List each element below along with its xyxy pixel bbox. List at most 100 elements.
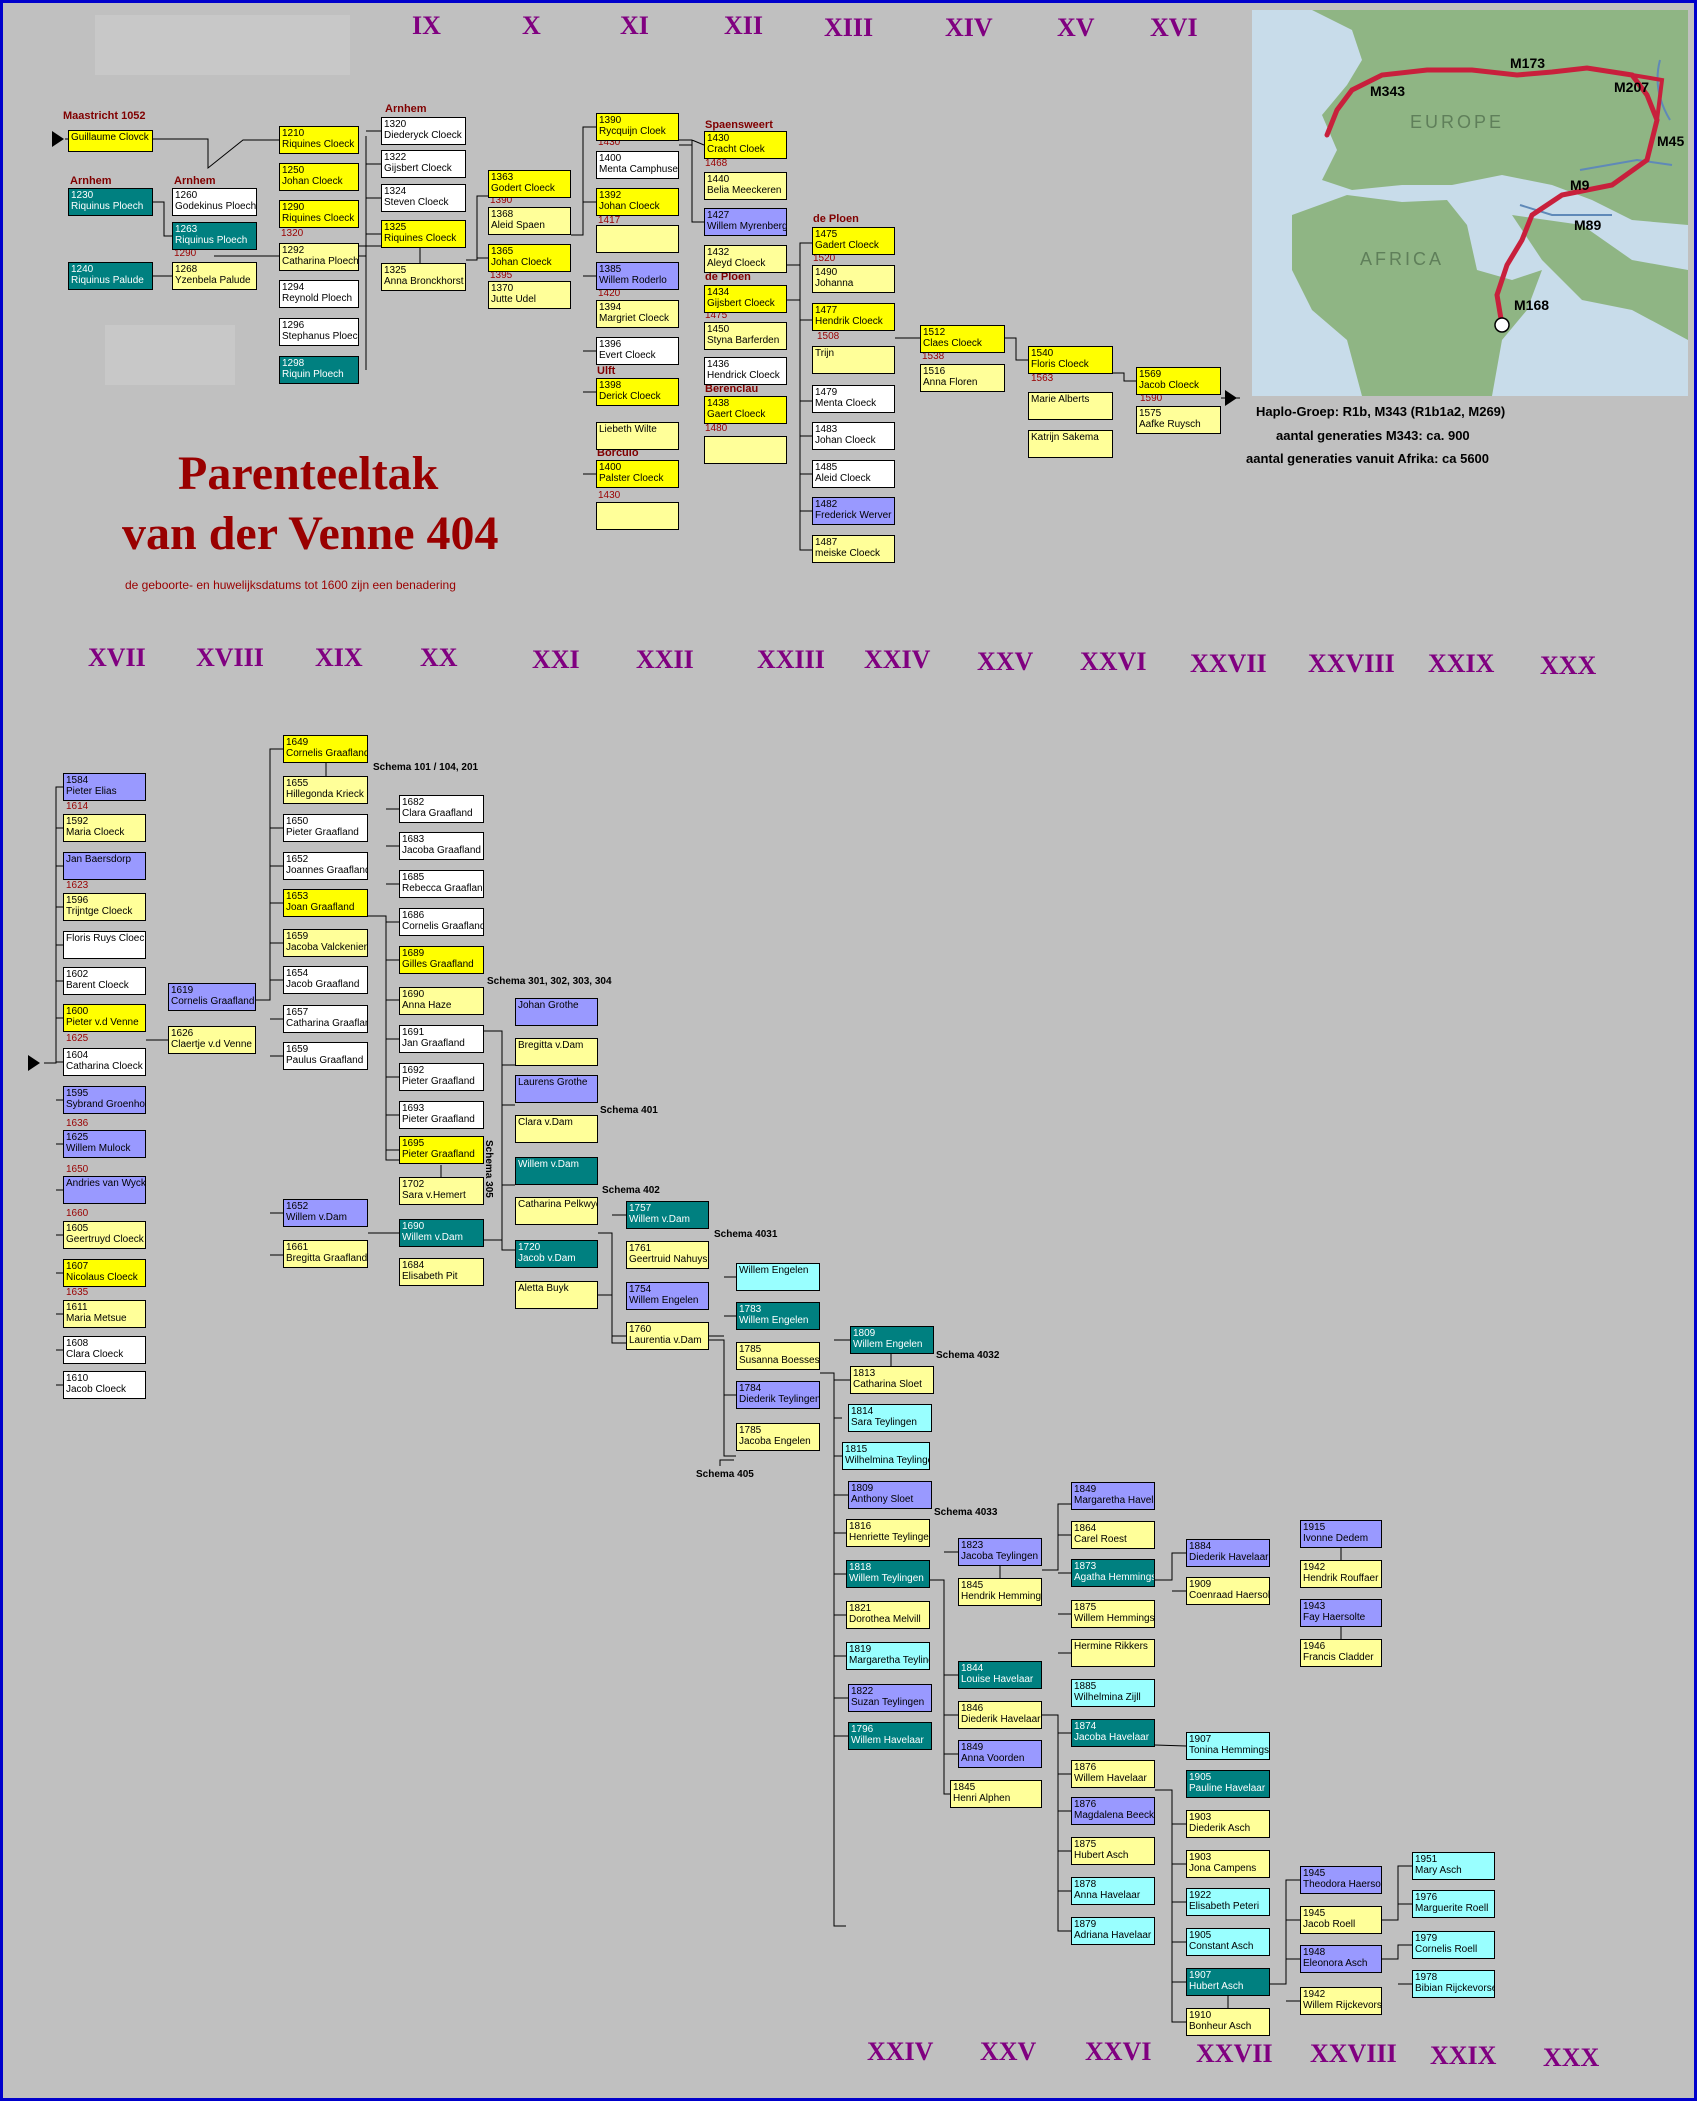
- person-box[interactable]: 1385 Willem Roderlo: [596, 262, 679, 290]
- person-box[interactable]: 1976 Marguerite Roell: [1412, 1890, 1495, 1918]
- person-box[interactable]: 1398 Derick Cloeck: [596, 378, 679, 406]
- person-box[interactable]: 1475 Gadert Cloeck: [812, 227, 895, 255]
- person-box[interactable]: 1427 Willem Myrenberg: [704, 208, 787, 236]
- person-box[interactable]: 1654 Jacob Graafland: [283, 966, 368, 994]
- person-box[interactable]: 1655 Hillegonda Krieck: [283, 776, 368, 804]
- person-box[interactable]: 1512 Claes Cloeck: [920, 325, 1005, 353]
- person-box[interactable]: 1394 Margriet Cloeck: [596, 300, 679, 328]
- person-box[interactable]: 1821 Dorothea Melvill: [846, 1601, 930, 1629]
- person-box[interactable]: 1686 Cornelis Graafland: [399, 908, 484, 936]
- person-box[interactable]: 1815 Wilhelmina Teylingen: [842, 1442, 930, 1470]
- person-box[interactable]: 1690 Willem v.Dam: [399, 1219, 484, 1247]
- person-box[interactable]: 1600 Pieter v.d Venne: [63, 1004, 146, 1032]
- person-box[interactable]: 1943 Fay Haersolte: [1300, 1599, 1382, 1627]
- person-box[interactable]: 1602 Barent Cloeck: [63, 967, 146, 995]
- person-box[interactable]: 1607 Nicolaus Cloeck: [63, 1259, 146, 1287]
- person-box[interactable]: 1692 Pieter Graafland: [399, 1063, 484, 1091]
- person-box[interactable]: 1483 Johan Cloeck: [812, 422, 895, 450]
- person-box[interactable]: 1487 meiske Cloeck: [812, 535, 895, 563]
- person-box[interactable]: 1263 Riquinus Ploech: [172, 222, 257, 250]
- person-box[interactable]: 1210 Riquines Cloeck: [279, 126, 359, 154]
- person-box[interactable]: 1685 Rebecca Graafland: [399, 870, 484, 898]
- person-box[interactable]: 1325 Anna Bronckhorst: [381, 263, 466, 291]
- person-box[interactable]: Andries van Wyck: [63, 1176, 146, 1204]
- person-box[interactable]: 1885 Wilhelmina Zijll: [1071, 1679, 1155, 1707]
- person-box[interactable]: 1905 Pauline Havelaar: [1186, 1770, 1270, 1798]
- person-box[interactable]: [596, 225, 679, 253]
- person-box[interactable]: 1292 Catharina Ploech: [279, 243, 359, 271]
- person-box[interactable]: 1689 Gilles Graafland: [399, 946, 484, 974]
- person-box[interactable]: 1575 Aafke Ruysch: [1136, 406, 1221, 434]
- person-box[interactable]: 1754 Willem Engelen: [626, 1282, 709, 1310]
- person-box[interactable]: 1298 Riquin Ploech: [279, 356, 359, 384]
- person-box[interactable]: 1979 Cornelis Roell: [1412, 1931, 1495, 1959]
- person-box[interactable]: Marie Alberts: [1028, 392, 1113, 420]
- person-box[interactable]: 1485 Aleid Cloeck: [812, 460, 895, 488]
- person-box[interactable]: 1691 Jan Graafland: [399, 1025, 484, 1053]
- person-box[interactable]: 1400 Palster Cloeck: [596, 460, 679, 488]
- person-box[interactable]: 1903 Jona Campens: [1186, 1850, 1270, 1878]
- person-box[interactable]: 1657 Catharina Graafland: [283, 1005, 368, 1033]
- person-box[interactable]: Guillaume Clovck: [68, 130, 153, 152]
- person-box[interactable]: 1322 Gijsbert Cloeck: [381, 150, 466, 178]
- person-box[interactable]: 1978 Bibian Rijckevorsel: [1412, 1970, 1495, 1998]
- person-box[interactable]: 1864 Carel Roest: [1071, 1521, 1155, 1549]
- person-box[interactable]: 1652 Joannes Graafland: [283, 852, 368, 880]
- person-box[interactable]: Johan Grothe: [515, 998, 598, 1026]
- person-box[interactable]: 1390 Rycquijn Cloek: [596, 113, 679, 141]
- person-box[interactable]: 1240 Riquinus Palude: [68, 262, 153, 290]
- person-box[interactable]: 1250 Johan Cloeck: [279, 163, 359, 191]
- person-box[interactable]: 1436 Hendrick Cloeck: [704, 357, 787, 385]
- person-box[interactable]: 1370 Jutte Udel: [488, 281, 571, 309]
- person-box[interactable]: 1813 Catharina Sloet: [850, 1366, 934, 1394]
- person-box[interactable]: 1876 Willem Havelaar: [1071, 1760, 1155, 1788]
- person-box[interactable]: 1942 Willem Rijckevorsel: [1300, 1987, 1382, 2015]
- person-box[interactable]: 1592 Maria Cloeck: [63, 814, 146, 842]
- person-box[interactable]: 1876 Magdalena Beeck: [1071, 1797, 1155, 1825]
- person-box[interactable]: 1922 Elisabeth Peteri: [1186, 1888, 1270, 1916]
- person-box[interactable]: 1951 Mary Asch: [1412, 1852, 1495, 1880]
- person-box[interactable]: 1659 Jacoba Valckenier: [283, 929, 368, 957]
- person-box[interactable]: 1434 Gijsbert Cloeck: [704, 285, 787, 313]
- person-box[interactable]: 1682 Clara Graafland: [399, 795, 484, 823]
- person-box[interactable]: 1878 Anna Havelaar: [1071, 1877, 1155, 1905]
- person-box[interactable]: Laurens Grothe: [515, 1075, 598, 1103]
- person-box[interactable]: Hermine Rikkers: [1071, 1639, 1155, 1667]
- person-box[interactable]: 1945 Jacob Roell: [1300, 1906, 1382, 1934]
- person-box[interactable]: 1875 Hubert Asch: [1071, 1837, 1155, 1865]
- person-box[interactable]: 1818 Willem Teylingen: [846, 1560, 930, 1588]
- person-box[interactable]: [596, 502, 679, 530]
- person-box[interactable]: 1946 Francis Cladder: [1300, 1639, 1382, 1667]
- person-box[interactable]: 1845 Henri Alphen: [950, 1780, 1042, 1808]
- person-box[interactable]: 1942 Hendrik Rouffaer: [1300, 1560, 1382, 1588]
- person-box[interactable]: 1903 Diederik Asch: [1186, 1810, 1270, 1838]
- person-box[interactable]: 1785 Susanna Boesses: [736, 1342, 820, 1370]
- person-box[interactable]: 1809 Willem Engelen: [850, 1326, 934, 1354]
- person-box[interactable]: 1760 Laurentia v.Dam: [626, 1322, 709, 1350]
- person-box[interactable]: 1809 Anthony Sloet: [848, 1481, 932, 1509]
- person-box[interactable]: 1325 Riquines Cloeck: [381, 220, 466, 248]
- person-box[interactable]: Catharina Pelkwyck: [515, 1197, 598, 1225]
- person-box[interactable]: 1684 Elisabeth Pit: [399, 1258, 484, 1286]
- person-box[interactable]: 1605 Geertruyd Cloeck: [63, 1221, 146, 1249]
- person-box[interactable]: 1396 Evert Cloeck: [596, 337, 679, 365]
- person-box[interactable]: 1430 Cracht Cloek: [704, 131, 787, 159]
- person-box[interactable]: 1440 Belia Meeckeren: [704, 172, 787, 200]
- person-box[interactable]: 1625 Willem Mulock: [63, 1130, 146, 1158]
- person-box[interactable]: 1785 Jacoba Engelen: [736, 1423, 820, 1451]
- person-box[interactable]: 1432 Aleyd Cloeck: [704, 245, 787, 273]
- person-box[interactable]: 1910 Bonheur Asch: [1186, 2008, 1270, 2036]
- person-box[interactable]: 1844 Louise Havelaar: [958, 1661, 1042, 1689]
- person-box[interactable]: 1849 Anna Voorden: [958, 1740, 1042, 1768]
- person-box[interactable]: 1796 Willem Havelaar: [848, 1722, 932, 1750]
- person-box[interactable]: Trijn: [812, 346, 895, 374]
- person-box[interactable]: 1650 Pieter Graafland: [283, 814, 368, 842]
- person-box[interactable]: 1879 Adriana Havelaar: [1071, 1917, 1155, 1945]
- person-box[interactable]: Bregitta v.Dam: [515, 1038, 598, 1066]
